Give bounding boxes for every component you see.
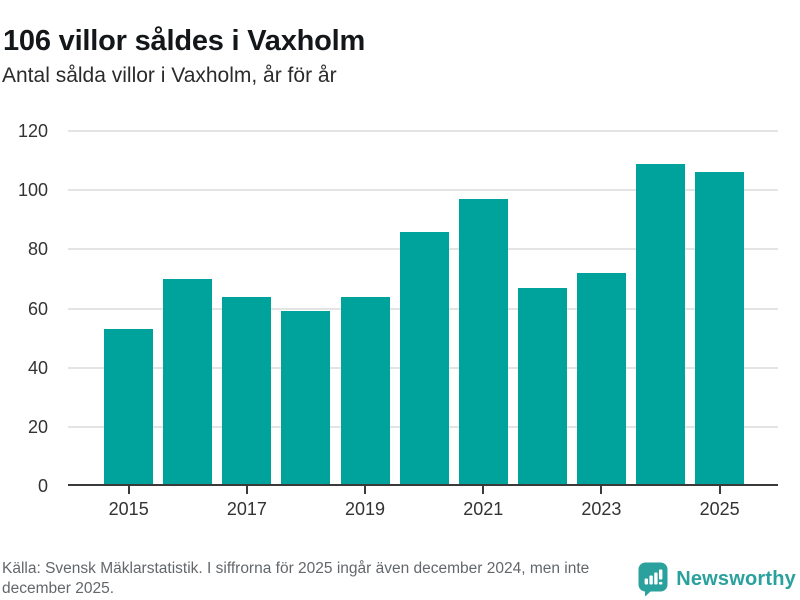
x-axis-label-2019: 2019: [345, 499, 386, 519]
bar-2022: [517, 287, 567, 486]
plot-area: 2015 2017 2019 2021 2023 2025: [68, 130, 778, 519]
chart-title: 106 villor såldes i Vaxholm: [3, 25, 366, 58]
gridline-100: [68, 189, 778, 192]
gridline-120: [68, 130, 778, 132]
bar-2019: [340, 296, 390, 486]
x-axis-tick-2015: [127, 486, 130, 494]
y-axis-label-120: 120: [17, 121, 48, 141]
x-axis-tick-2021: [482, 486, 485, 494]
newsworthy-logo: Newsworthy: [638, 562, 796, 597]
bar-2024: [636, 163, 685, 486]
y-axis-label-0: 0: [37, 476, 48, 496]
x-axis-label-2021: 2021: [463, 499, 504, 519]
bar-2023: [576, 273, 626, 486]
x-axis-tick-2025: [718, 486, 721, 494]
x-axis-label-2015: 2015: [108, 499, 149, 519]
newsworthy-wordmark: Newsworthy: [676, 568, 796, 590]
x-axis-label-2025: 2025: [699, 499, 740, 519]
x-axis-tick-2019: [364, 486, 367, 494]
y-axis-label-40: 40: [27, 357, 48, 378]
bar-2020: [399, 231, 449, 486]
source-note: Källa: Svensk Mäklarstatistik. I siffror…: [2, 560, 590, 597]
bar-2015: [104, 329, 154, 486]
newsworthy-speech-bubble-bar-chart-icon: [638, 562, 668, 597]
bar-2025: [695, 172, 745, 486]
x-axis-tick-2017: [245, 486, 248, 494]
x-axis-label-2023: 2023: [581, 499, 622, 519]
y-axis-label-80: 80: [27, 239, 48, 260]
chart-subtitle: Antal sålda villor i Vaxholm, år för år: [2, 64, 337, 87]
y-axis-label-60: 60: [27, 298, 48, 319]
bar-2017: [222, 296, 272, 486]
y-axis: 0 20 40 60 80 100 120: [0, 0, 58, 600]
x-axis-label-2017: 2017: [226, 499, 267, 519]
bar-2021: [458, 199, 508, 486]
x-axis-line: [68, 484, 778, 486]
y-axis-label-20: 20: [27, 416, 48, 437]
bar-2018: [281, 311, 331, 486]
x-axis-tick-2023: [600, 486, 603, 494]
y-axis-label-100: 100: [17, 180, 48, 201]
bar-2016: [163, 278, 213, 486]
